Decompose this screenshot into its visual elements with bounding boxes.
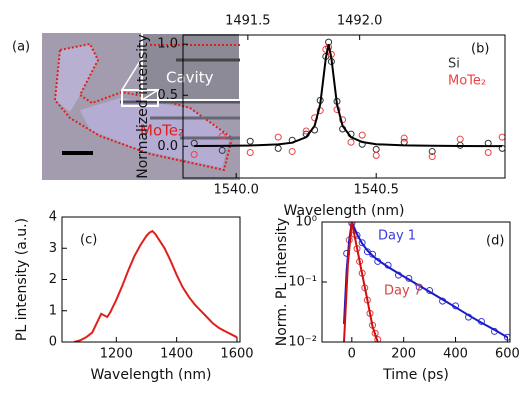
y-tick-label: 2	[49, 272, 57, 287]
inset-label: Cavity	[166, 69, 214, 87]
y-tick-label: 10⁻¹	[288, 275, 317, 290]
legend-entry: Si	[448, 57, 460, 72]
data-point	[275, 134, 281, 140]
y-tick-label: 10⁻²	[288, 335, 317, 350]
x-axis-label: Time (ps)	[382, 367, 449, 383]
y-tick-label: 10⁰	[295, 215, 317, 230]
x-tick-label: 1540.0	[213, 183, 259, 198]
data-line	[74, 231, 237, 342]
y-axis-label: Norm. PL intensity	[274, 218, 290, 346]
data-point	[373, 146, 379, 152]
data-point	[401, 135, 407, 141]
y-tick-label: 3	[49, 241, 57, 256]
y-tick-label: 0.5	[157, 88, 178, 103]
x-tick-label: 1400	[160, 347, 193, 362]
data-point	[289, 148, 295, 154]
panel-label: (a)	[12, 40, 30, 55]
x-tick-label: 200	[391, 347, 416, 362]
data-point	[499, 134, 505, 140]
panel-label: (c)	[80, 233, 97, 248]
x2-tick-label: 1491.5	[225, 14, 271, 29]
data-point	[373, 153, 379, 159]
y-tick-label: 0.0	[157, 139, 178, 154]
x-tick-label: 1540.5	[353, 183, 399, 198]
x-tick-label: 600	[495, 347, 520, 362]
data-point	[247, 138, 253, 144]
y-tick-label: 1.0	[157, 37, 178, 52]
x-axis-label: Wavelength (nm)	[91, 367, 212, 383]
data-point	[485, 149, 491, 155]
y-axis-label: PL intensity (a.u.)	[14, 218, 30, 341]
legend-entry: Day 7	[384, 284, 422, 299]
legend-entry: Day 1	[378, 229, 416, 244]
data-line	[344, 222, 507, 337]
data-point	[359, 132, 365, 138]
y-tick-label: 0	[49, 335, 57, 350]
x-tick-label: 1600	[220, 347, 253, 362]
y-tick-label: 4	[49, 210, 57, 225]
panel-label: (b)	[471, 42, 489, 57]
x2-tick-label: 1492.0	[337, 14, 383, 29]
y-axis-label: Normalized intensity	[135, 34, 151, 179]
panel-a: (a) Cavity MoTe₂	[12, 33, 240, 180]
data-point	[457, 136, 463, 142]
x-tick-label: 0	[348, 347, 356, 362]
x-tick-label: 1200	[100, 347, 133, 362]
data-point	[275, 145, 281, 151]
x-tick-label: 400	[443, 347, 468, 362]
panel-label: (d)	[486, 234, 504, 249]
data-point	[247, 149, 253, 155]
figure: (a) Cavity MoTe₂ 0.00.51.01540.01540.514…	[0, 0, 525, 397]
data-point	[348, 139, 354, 145]
y-tick-label: 1	[49, 303, 57, 318]
legend-entry: MoTe₂	[448, 74, 486, 89]
